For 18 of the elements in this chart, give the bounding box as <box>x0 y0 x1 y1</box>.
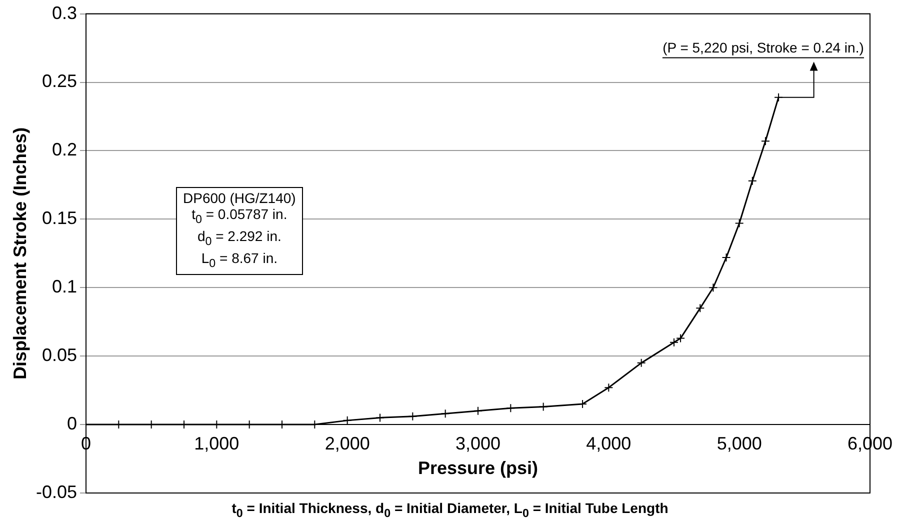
y-axis-title: Displacement Stroke (Inches) <box>10 127 30 380</box>
y-tick-label: -0.05 <box>36 482 77 502</box>
y-tick-label: 0.2 <box>52 140 77 160</box>
y-tick-label: 0.25 <box>42 71 77 92</box>
x-tick-label: 2,000 <box>324 433 370 454</box>
y-tick-label: 0.05 <box>42 345 77 366</box>
x-tick-label: 1,000 <box>194 433 240 454</box>
x-axis-title: Pressure (psi) <box>418 458 538 478</box>
text: DP600 (HG/Z140) t$_{0}$ = 0.05787 in. d$_{0}$ = 2.292 in. L$_{0}$ = 8.67 in. <box>183 190 296 270</box>
annotation: (P = 5,220 psi, Stroke = 0.24 in.) <box>662 40 864 56</box>
x-tick-label: 4,000 <box>586 433 632 454</box>
x-tick-label: 3,000 <box>455 433 501 454</box>
y-tick-label: 0 <box>66 414 77 434</box>
y-tick-label: 0.15 <box>42 208 77 228</box>
x-tick-label: 5,000 <box>716 433 762 454</box>
y-tick-label: 0.1 <box>52 276 77 297</box>
y-tick-label: 0.3 <box>52 2 77 23</box>
text: t$_{0}$ = Initial Thickness, d$_{0}$ = Initial Diameter, L$_{0}$ = Initial Tube Length <box>230 500 670 520</box>
